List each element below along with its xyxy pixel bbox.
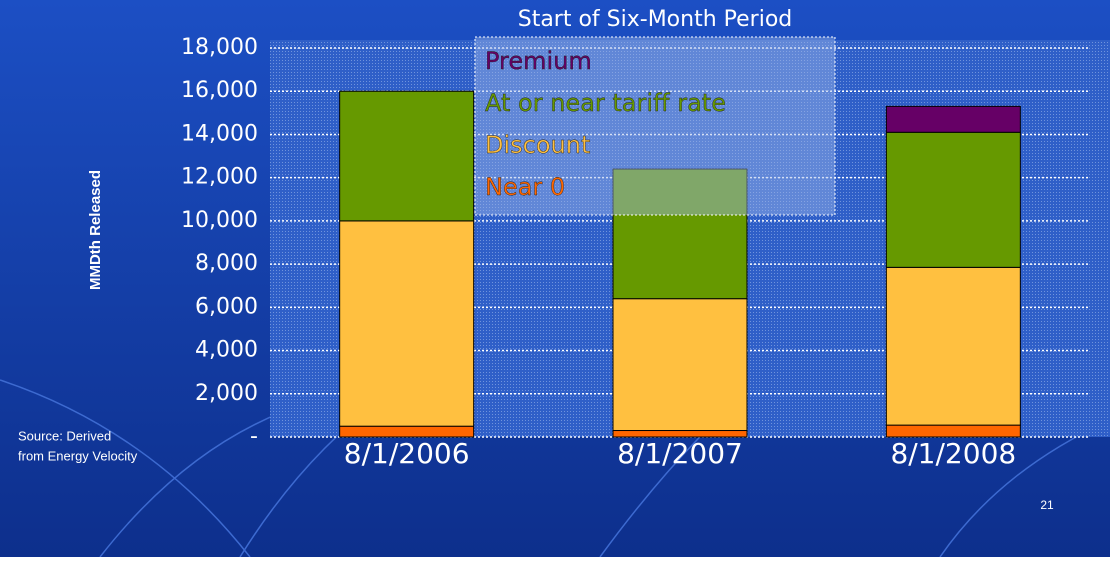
legend-box	[474, 36, 836, 216]
legend-label: Discount	[485, 131, 590, 159]
y-tick-label: 2,000	[195, 381, 258, 406]
y-tick-label: 10,000	[181, 208, 258, 233]
x-tick-label: 8/1/2006	[344, 437, 470, 470]
bar-segment	[885, 266, 1021, 426]
bar-segment	[612, 298, 748, 432]
bar-segment	[885, 131, 1021, 268]
y-axis-label: MMDth Released	[87, 170, 104, 290]
bar-segment	[885, 105, 1021, 133]
x-tick-label: 8/1/2007	[617, 437, 743, 470]
y-tick-label: 14,000	[181, 121, 258, 146]
legend-label: Premium	[485, 47, 592, 75]
bar-segment	[885, 424, 1021, 438]
legend-label: At or near tariff rate	[485, 89, 726, 117]
y-tick-label: 12,000	[181, 165, 258, 190]
legend-label: Near 0	[485, 173, 565, 201]
y-tick-label: 6,000	[195, 294, 258, 319]
bar-segment	[612, 430, 748, 438]
bar-segment	[339, 425, 475, 438]
source: from Energy Velocity	[18, 448, 138, 463]
bar-segment	[612, 168, 748, 300]
chart-title: Start of Six-Month Period	[518, 7, 793, 32]
bar-segment	[339, 90, 475, 222]
y-tick-label: -	[250, 424, 258, 449]
y-tick-label: 8,000	[195, 251, 258, 276]
page-number: 21	[1040, 498, 1054, 512]
bar-segment	[339, 220, 475, 427]
y-tick-label: 16,000	[181, 78, 258, 103]
y-tick-label: 18,000	[181, 35, 258, 60]
source: Source: Derived	[18, 428, 111, 443]
y-tick-label: 4,000	[195, 338, 258, 363]
x-tick-label: 8/1/2008	[890, 437, 1016, 470]
